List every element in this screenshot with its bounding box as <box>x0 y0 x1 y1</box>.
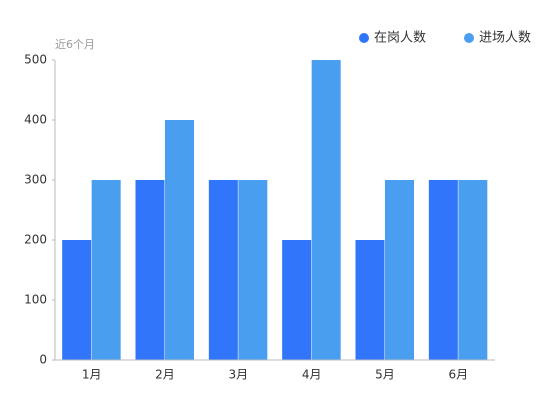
bar <box>355 240 385 360</box>
y-tick-label: 0 <box>39 353 47 367</box>
bar <box>62 240 92 360</box>
y-tick-label: 100 <box>24 293 47 307</box>
bar <box>135 180 165 360</box>
legend-marker <box>359 33 369 43</box>
legend-label: 进场人数 <box>479 31 531 46</box>
bar <box>238 180 268 360</box>
y-tick-label: 200 <box>24 233 47 247</box>
x-tick-label: 6月 <box>449 368 469 382</box>
bar <box>385 180 414 360</box>
bar <box>282 240 312 360</box>
bar <box>428 180 458 360</box>
y-tick-label: 400 <box>24 113 47 127</box>
bar <box>165 120 194 360</box>
x-tick-label: 3月 <box>229 368 249 382</box>
x-tick-label: 1月 <box>82 368 102 382</box>
x-tick-label: 5月 <box>375 368 395 382</box>
bar <box>458 180 488 360</box>
y-tick-label: 300 <box>24 173 47 187</box>
legend-item: 进场人数 <box>464 31 531 46</box>
x-tick-label: 4月 <box>302 368 322 382</box>
legend-label: 在岗人数 <box>374 31 426 46</box>
x-tick-label: 2月 <box>155 368 175 382</box>
legend-item: 在岗人数 <box>359 31 426 46</box>
y-tick-label: 500 <box>24 53 47 67</box>
bar <box>311 60 341 360</box>
y-axis-label: 近6个月 <box>55 38 95 51</box>
legend-marker <box>464 33 474 43</box>
bar <box>91 180 121 360</box>
bar <box>208 180 238 360</box>
